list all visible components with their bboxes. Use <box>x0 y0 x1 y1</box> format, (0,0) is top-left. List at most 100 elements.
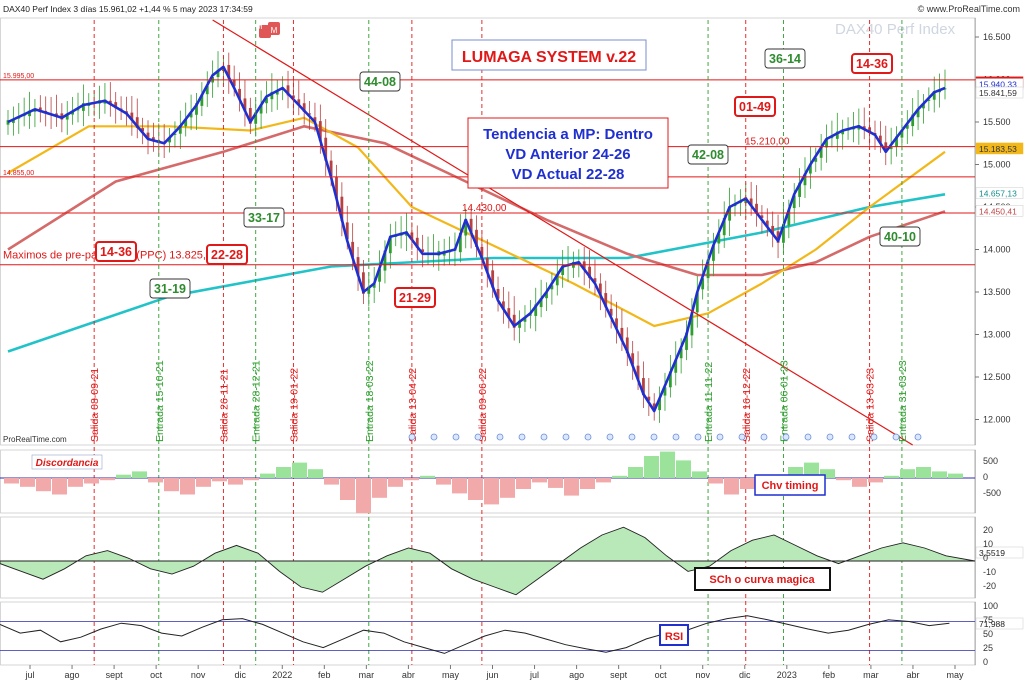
green-count: 40-10 <box>884 230 916 244</box>
candle-body <box>561 266 565 275</box>
salida-label: Salida 19-01-22 <box>288 368 300 442</box>
candle-body <box>609 308 613 316</box>
sch-curve <box>0 526 976 596</box>
candle-body <box>496 289 500 299</box>
candle-body <box>491 270 495 288</box>
event-dot <box>826 433 834 441</box>
candle-body <box>625 337 629 354</box>
chv-bar <box>500 478 515 498</box>
x-tick-label: oct <box>655 670 668 680</box>
event-dot <box>760 433 768 441</box>
green-count-box <box>243 207 285 228</box>
x-tick-label: jul <box>529 670 539 680</box>
green-count-box <box>687 144 729 165</box>
candle-body <box>911 114 915 127</box>
event-dot <box>870 433 878 441</box>
watermark: DAX40 Perf Index <box>835 21 956 38</box>
sch-value-bg <box>975 546 1024 559</box>
green-count-box <box>879 226 921 247</box>
rsi-name: RSI <box>665 631 683 643</box>
candle-body <box>265 97 268 104</box>
price-tag-label: 14.657,13 <box>979 189 1017 199</box>
candle-body <box>372 283 376 288</box>
salida-label: Salida 08-09-21 <box>89 368 101 442</box>
discordancia-box <box>31 454 103 470</box>
candle-body <box>189 113 193 118</box>
candle-body <box>647 396 651 401</box>
panel-frame-0 <box>0 17 976 446</box>
y-tick-label: 15.000 <box>983 160 1011 170</box>
panel-frame-1 <box>0 449 976 514</box>
candle-body <box>184 119 188 127</box>
candle-body <box>588 266 591 279</box>
green-count-box <box>149 278 191 299</box>
candle-body <box>631 353 635 365</box>
rsi-tick: 50 <box>983 629 993 639</box>
candle-body <box>502 301 505 309</box>
x-tick-label: sept <box>610 670 628 680</box>
candle-body <box>114 102 118 109</box>
candle-body <box>200 94 204 106</box>
red-count-box <box>734 96 776 117</box>
green-count-box <box>359 71 401 92</box>
red-count: 01-49 <box>739 100 771 114</box>
x-tick-label: jun <box>485 670 498 680</box>
price-tag-label: 15.841,59 <box>979 88 1017 98</box>
candle-body <box>642 378 645 396</box>
chv-bar <box>36 478 51 492</box>
candle-body <box>835 131 839 139</box>
x-tick-label: dic <box>234 670 246 680</box>
salida-label: Salida 13-04-22 <box>407 368 419 442</box>
candle-body <box>798 182 802 197</box>
chv-bar <box>804 462 819 478</box>
trend-box <box>467 117 669 189</box>
chv-bar <box>276 467 291 478</box>
candle-body <box>652 403 656 411</box>
rsi-tick: 75 <box>983 615 993 625</box>
sch-name-box <box>694 567 831 591</box>
candle-body <box>340 196 344 221</box>
candle-body <box>135 117 139 129</box>
chv-name: Chv timing <box>762 480 819 492</box>
event-dot <box>892 433 900 441</box>
chv-bar <box>788 467 803 478</box>
candle-body <box>523 317 527 322</box>
chv-bar <box>292 462 307 478</box>
price-tag-label: 14.450,41 <box>979 206 1017 216</box>
chv-bar <box>260 473 275 478</box>
candle-body <box>168 138 171 143</box>
x-tick-label: mar <box>359 670 375 680</box>
candle-body <box>65 113 69 120</box>
x-tick-label: sept <box>106 670 124 680</box>
chv-bar <box>148 478 163 483</box>
x-tick-label: may <box>442 670 460 680</box>
chv-bar <box>676 460 691 478</box>
candle-body <box>173 133 177 135</box>
candle-body <box>141 128 145 132</box>
candle-body <box>927 99 931 101</box>
candle-body <box>302 103 306 112</box>
chv-tick: 0 <box>983 472 988 482</box>
chv-bar <box>708 478 723 484</box>
chv-bar <box>740 478 755 489</box>
x-tick-label: ago <box>569 670 584 680</box>
x-tick-label: mar <box>863 670 879 680</box>
salida-label: Salida 09-06-22 <box>477 368 489 442</box>
candle-body <box>356 257 360 276</box>
red-count: 14-36 <box>856 57 888 71</box>
candle-body <box>922 104 925 109</box>
level-label: 14.855,00 <box>3 170 34 177</box>
event-dot <box>650 433 658 441</box>
x-tick-label: 2023 <box>777 670 797 680</box>
chv-bar <box>580 478 595 489</box>
candle-body <box>792 195 796 209</box>
candle-body <box>884 142 888 153</box>
trend-box-line: VD Anterior 24-26 <box>505 146 630 163</box>
red-count-box <box>394 287 436 308</box>
trend-box-line: Tendencia a MP: Dentro <box>483 126 653 143</box>
candle-body <box>717 233 721 244</box>
candle-body <box>458 232 462 253</box>
candle-body <box>598 283 602 295</box>
m-marker-text: M <box>256 22 263 31</box>
candle-body <box>178 125 182 134</box>
